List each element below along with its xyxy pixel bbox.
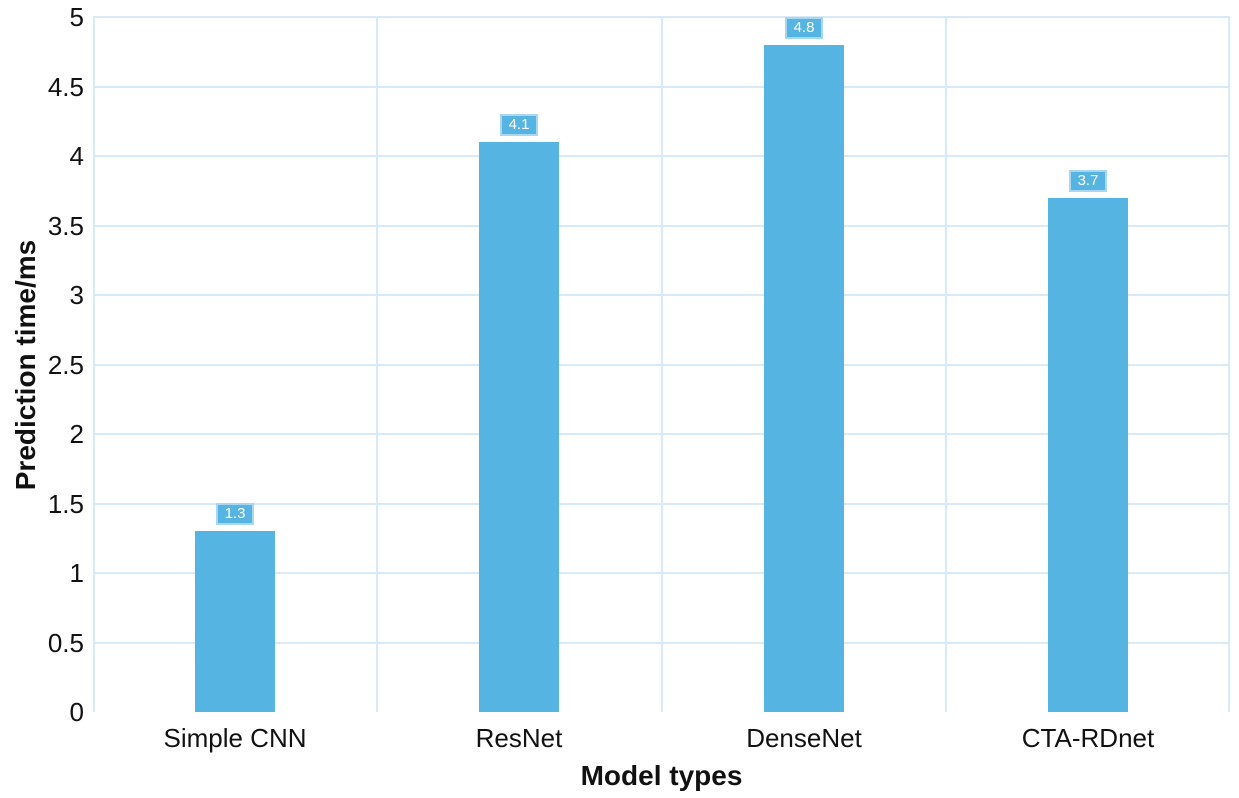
bar-value-label: 4.8 — [785, 17, 823, 39]
bar-value-label: 3.7 — [1069, 170, 1107, 192]
y-tick-label: 5 — [69, 2, 84, 32]
x-axis-title: Model types — [580, 760, 743, 791]
vertical-gridline — [945, 17, 947, 712]
y-tick-label: 2 — [69, 419, 84, 449]
vertical-gridline — [376, 17, 378, 712]
x-category-label: ResNet — [475, 723, 563, 753]
bar-value-label: 1.3 — [216, 503, 254, 525]
y-tick-label: 3.5 — [47, 211, 84, 241]
y-tick-label: 1.5 — [47, 489, 84, 519]
plot-area: 1.3 4.1 4.8 3.7 — [93, 16, 1230, 712]
vertical-gridline — [1228, 17, 1230, 712]
y-tick-label: 1 — [69, 558, 84, 588]
y-tick-label: 0.5 — [47, 628, 84, 658]
x-category-label: CTA-RDnet — [1021, 723, 1155, 753]
y-tick-label: 2.5 — [47, 350, 84, 380]
bar-simple-cnn — [195, 531, 275, 712]
y-tick-label: 0 — [69, 697, 84, 727]
y-tick-label: 4 — [69, 141, 84, 171]
bar-cta-rdnet — [1048, 198, 1128, 712]
y-tick-label: 3 — [69, 280, 84, 310]
bar-value-label: 4.1 — [500, 114, 538, 136]
bar-densenet — [764, 45, 844, 712]
y-tick-label: 4.5 — [47, 72, 84, 102]
vertical-gridline — [661, 17, 663, 712]
bar-resnet — [479, 142, 559, 712]
x-category-label: DenseNet — [746, 723, 862, 753]
vertical-gridline — [93, 17, 95, 712]
x-category-label: Simple CNN — [163, 723, 307, 753]
